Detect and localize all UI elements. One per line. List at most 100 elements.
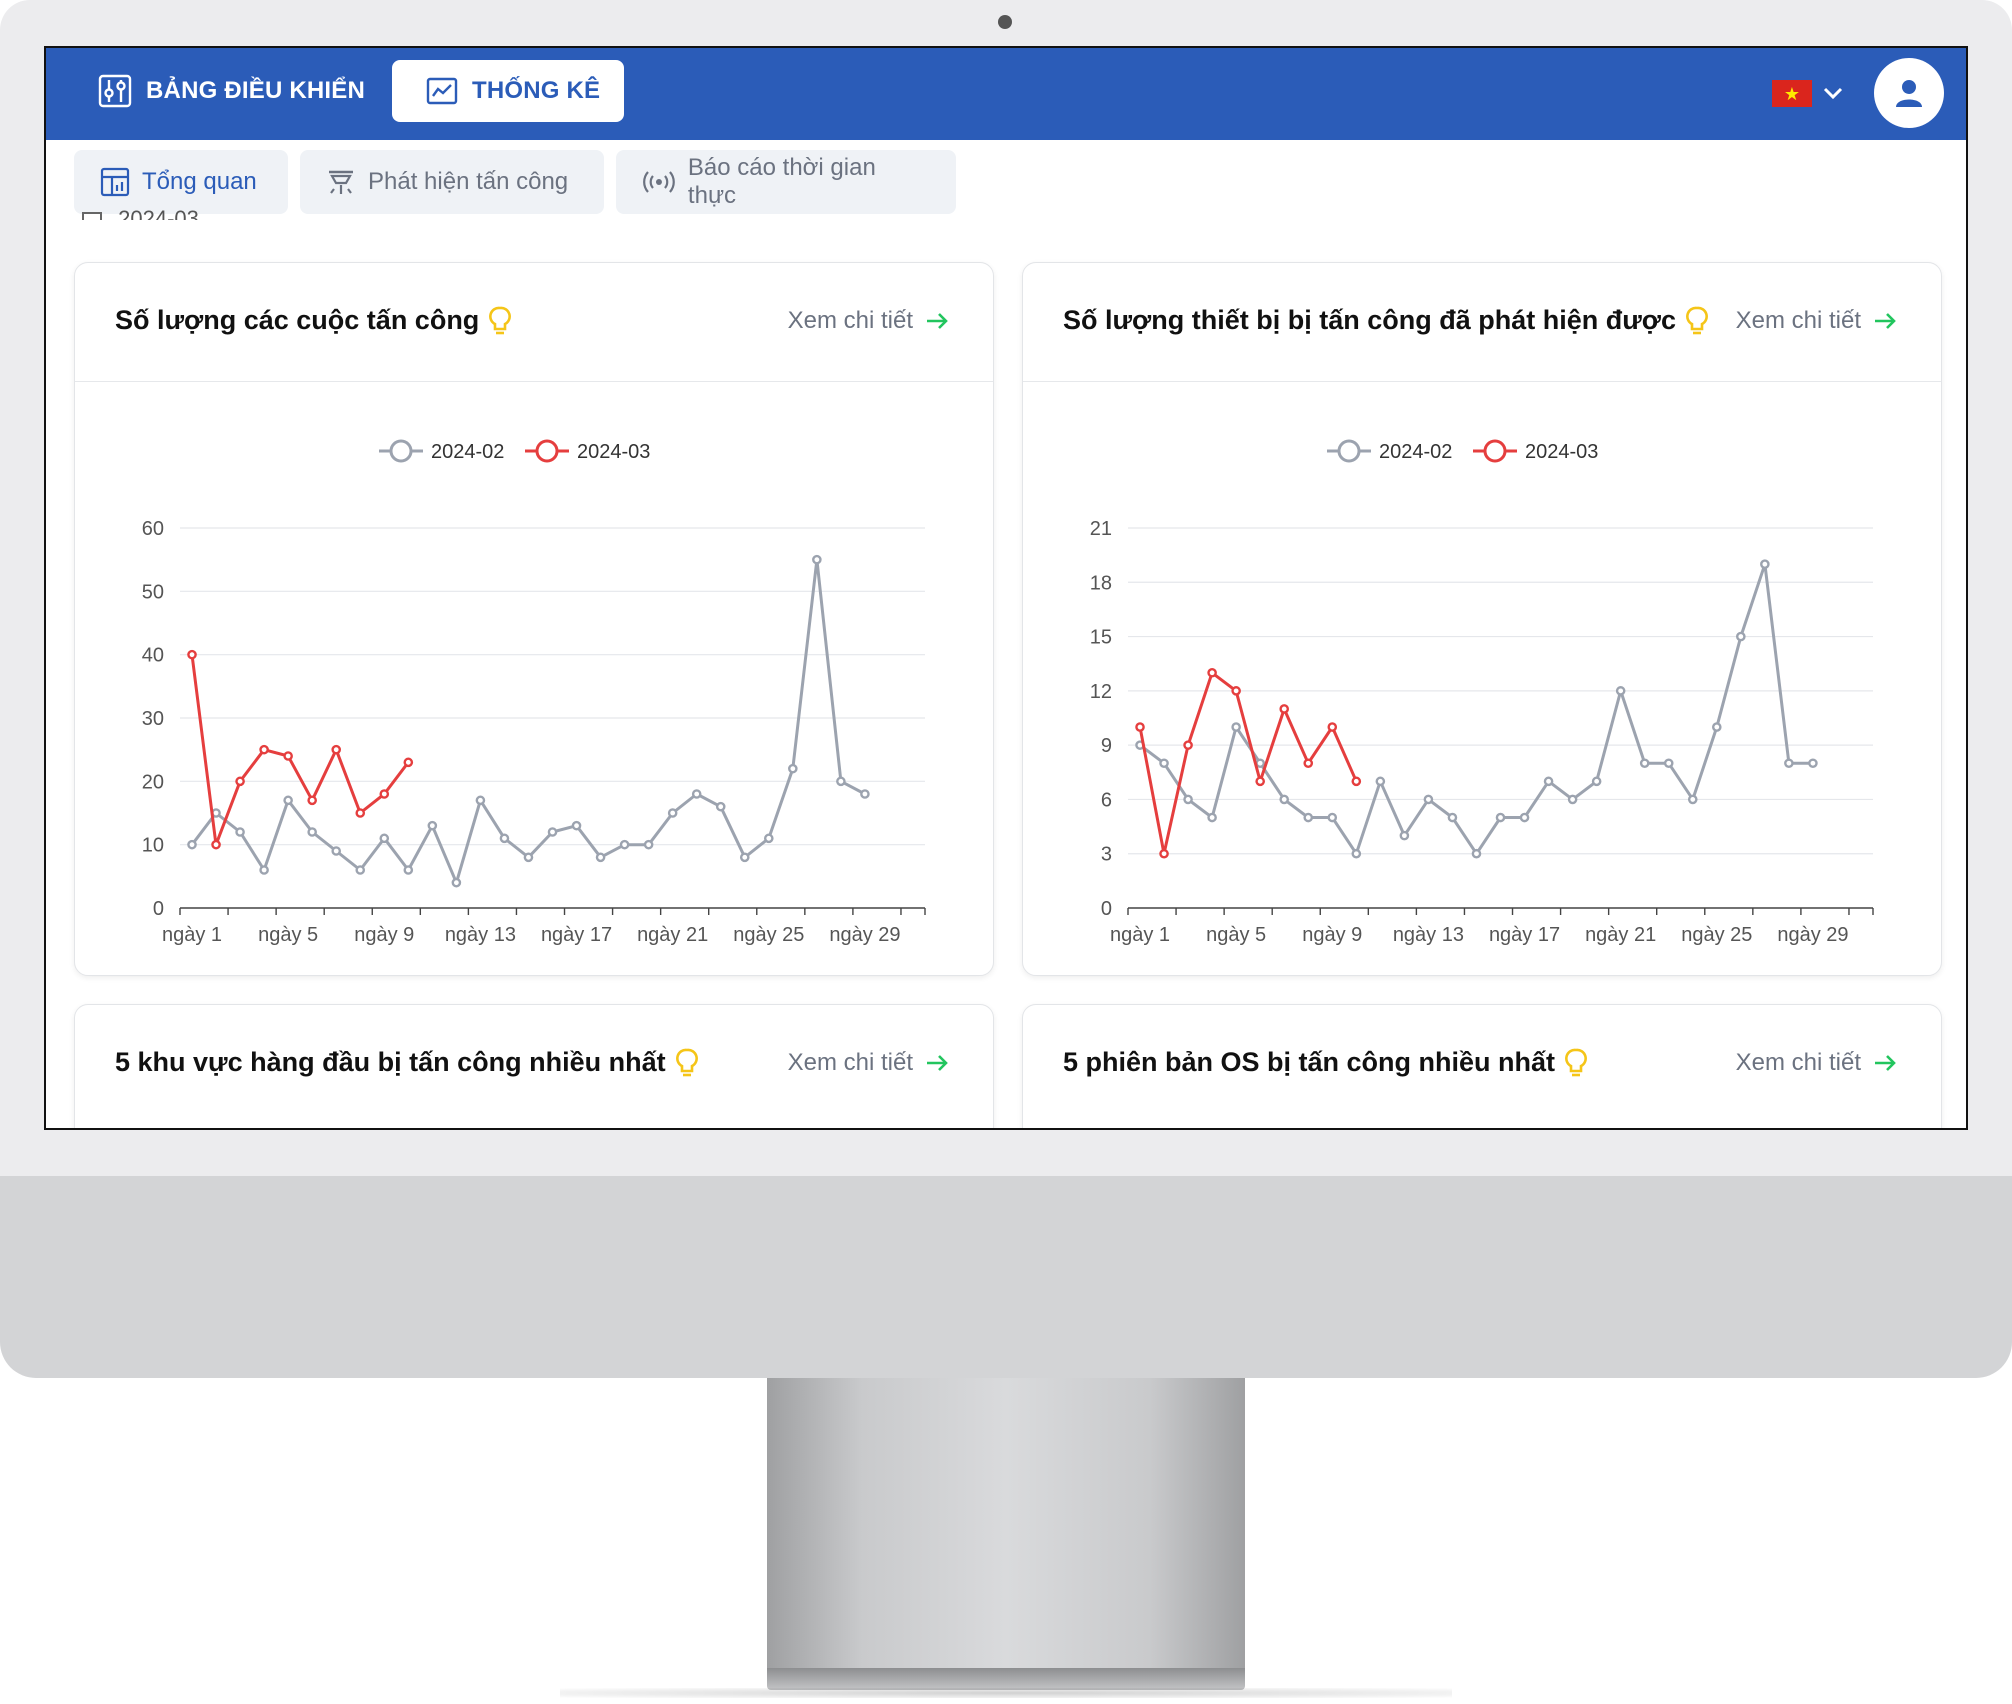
data-point bbox=[355, 865, 366, 875]
nav-statistics-button[interactable]: THỐNG KÊ bbox=[392, 60, 624, 122]
data-point bbox=[1808, 758, 1818, 769]
data-point bbox=[1495, 812, 1506, 823]
attacked-devices-card: Số lượng thiết bị bị tấn công đã phát hi… bbox=[1022, 262, 1942, 976]
data-point bbox=[1255, 776, 1265, 787]
nav-statistics-label: THỐNG KÊ bbox=[472, 77, 601, 104]
arrow-right-icon bbox=[927, 313, 948, 329]
lightbulb-icon[interactable] bbox=[489, 306, 512, 336]
legend-marker bbox=[389, 439, 413, 463]
x-tick-label: ngày 29 bbox=[1777, 924, 1848, 946]
attack-count-card: Số lượng các cuộc tấn công Xem chi tiết … bbox=[74, 262, 994, 976]
view-detail-text: Xem chi tiết bbox=[787, 1049, 913, 1076]
data-point bbox=[1159, 758, 1169, 769]
card-title-text: Số lượng thiết bị bị tấn công đã phát hi… bbox=[1063, 305, 1676, 335]
card-title: 5 phiên bản OS bị tấn công nhiều nhất bbox=[1063, 1047, 1587, 1078]
data-point bbox=[403, 865, 414, 875]
data-point bbox=[860, 789, 870, 799]
y-tick-label: 9 bbox=[1101, 735, 1112, 757]
data-point bbox=[1591, 776, 1602, 787]
series-line bbox=[190, 558, 866, 885]
lightbulb-icon[interactable] bbox=[675, 1048, 698, 1078]
radar-alert-icon bbox=[329, 170, 353, 194]
nav-dashboard-button[interactable]: BẢNG ĐIỀU KHIỂN bbox=[98, 60, 365, 122]
data-point bbox=[1231, 686, 1241, 696]
data-point bbox=[788, 763, 798, 774]
data-point bbox=[211, 839, 221, 850]
data-point bbox=[1615, 686, 1626, 696]
data-point bbox=[1303, 812, 1314, 823]
x-tick-label: ngày 5 bbox=[1206, 924, 1266, 946]
tab-realtime-report[interactable]: Báo cáo thời gian thực bbox=[616, 150, 956, 214]
data-point bbox=[1687, 794, 1698, 805]
data-point bbox=[283, 751, 293, 761]
x-tick-label: ngày 1 bbox=[1110, 924, 1170, 946]
y-tick-label: 18 bbox=[1090, 572, 1112, 594]
user-avatar-button[interactable] bbox=[1874, 58, 1944, 128]
tab-overview[interactable]: Tổng quan bbox=[74, 150, 288, 214]
data-point bbox=[259, 744, 269, 755]
y-tick-label: 21 bbox=[1090, 518, 1112, 540]
view-detail-text: Xem chi tiết bbox=[1735, 1049, 1861, 1076]
tab-attack-detection[interactable]: Phát hiện tấn công bbox=[300, 150, 604, 214]
data-point bbox=[1471, 848, 1482, 859]
x-tick-label: ngày 21 bbox=[1585, 924, 1656, 946]
data-point bbox=[523, 852, 534, 863]
lightbulb-icon[interactable] bbox=[1565, 1048, 1587, 1078]
data-point bbox=[1183, 740, 1193, 750]
data-point bbox=[331, 744, 342, 755]
data-point bbox=[187, 839, 197, 850]
date-filter-partial: 2024-03 bbox=[82, 206, 199, 220]
data-point bbox=[1159, 848, 1169, 859]
data-point bbox=[1207, 812, 1217, 823]
vietnam-flag-icon[interactable]: ★ bbox=[1772, 80, 1812, 107]
top-header: BẢNG ĐIỀU KHIỂN THỐNG KÊ ★ bbox=[46, 48, 1966, 140]
data-point bbox=[379, 789, 390, 799]
broadcast-icon bbox=[643, 171, 675, 193]
user-icon bbox=[1896, 80, 1922, 107]
legend-marker bbox=[1337, 439, 1361, 463]
x-tick-label: ngày 9 bbox=[354, 924, 414, 946]
view-detail-link[interactable]: Xem chi tiết bbox=[788, 307, 949, 335]
x-tick-label: ngày 13 bbox=[1393, 924, 1464, 946]
view-detail-link[interactable]: Xem chi tiết bbox=[1736, 1049, 1897, 1077]
y-tick-label: 12 bbox=[1090, 681, 1112, 703]
lightbulb-icon[interactable] bbox=[1686, 306, 1708, 336]
legend-label: 2024-03 bbox=[1525, 441, 1598, 463]
data-point bbox=[667, 808, 678, 818]
y-tick-label: 50 bbox=[142, 581, 164, 603]
x-tick-label: ngày 17 bbox=[1489, 924, 1560, 946]
data-point bbox=[403, 757, 414, 768]
view-detail-link[interactable]: Xem chi tiết bbox=[1736, 307, 1897, 335]
dashboard-grid-icon bbox=[100, 167, 130, 197]
x-tick-label: ngày 29 bbox=[829, 924, 900, 946]
x-tick-label: ngày 25 bbox=[733, 924, 804, 946]
card-title: Số lượng thiết bị bị tấn công đã phát hi… bbox=[1063, 305, 1708, 336]
y-tick-label: 3 bbox=[1101, 844, 1112, 866]
card-header: 5 khu vực hàng đầu bị tấn công nhiều nhấ… bbox=[75, 1005, 993, 1123]
data-point bbox=[1183, 794, 1193, 805]
arrow-right-icon bbox=[927, 1055, 948, 1071]
x-tick-label: ngày 25 bbox=[1681, 924, 1752, 946]
data-point bbox=[379, 833, 390, 844]
series-line bbox=[190, 654, 410, 847]
data-point bbox=[1375, 776, 1386, 787]
card-title-text: 5 phiên bản OS bị tấn công nhiều nhất bbox=[1063, 1047, 1556, 1077]
view-detail-link[interactable]: Xem chi tiết bbox=[788, 1049, 949, 1077]
y-tick-label: 15 bbox=[1090, 627, 1112, 649]
webcam bbox=[998, 15, 1012, 29]
chevron-down-icon[interactable] bbox=[1822, 80, 1844, 106]
x-tick-label: ngày 17 bbox=[541, 924, 612, 946]
data-point bbox=[307, 795, 317, 806]
nav-dashboard-label: BẢNG ĐIỀU KHIỂN bbox=[146, 77, 366, 104]
y-tick-label: 0 bbox=[153, 898, 164, 920]
app-screen: BẢNG ĐIỀU KHIỂN THỐNG KÊ ★ T bbox=[44, 46, 1968, 1130]
data-point bbox=[1207, 667, 1217, 678]
data-point bbox=[1351, 776, 1362, 787]
y-tick-label: 20 bbox=[142, 771, 164, 793]
card-title-text: Số lượng các cuộc tấn công bbox=[115, 305, 480, 335]
top-regions-card: 5 khu vực hàng đầu bị tấn công nhiều nhấ… bbox=[74, 1004, 994, 1128]
top-os-versions-card: 5 phiên bản OS bị tấn công nhiều nhất Xe… bbox=[1022, 1004, 1942, 1128]
data-point bbox=[1639, 758, 1650, 769]
card-header: Số lượng các cuộc tấn công Xem chi tiết bbox=[75, 263, 993, 382]
data-point bbox=[1327, 722, 1338, 732]
